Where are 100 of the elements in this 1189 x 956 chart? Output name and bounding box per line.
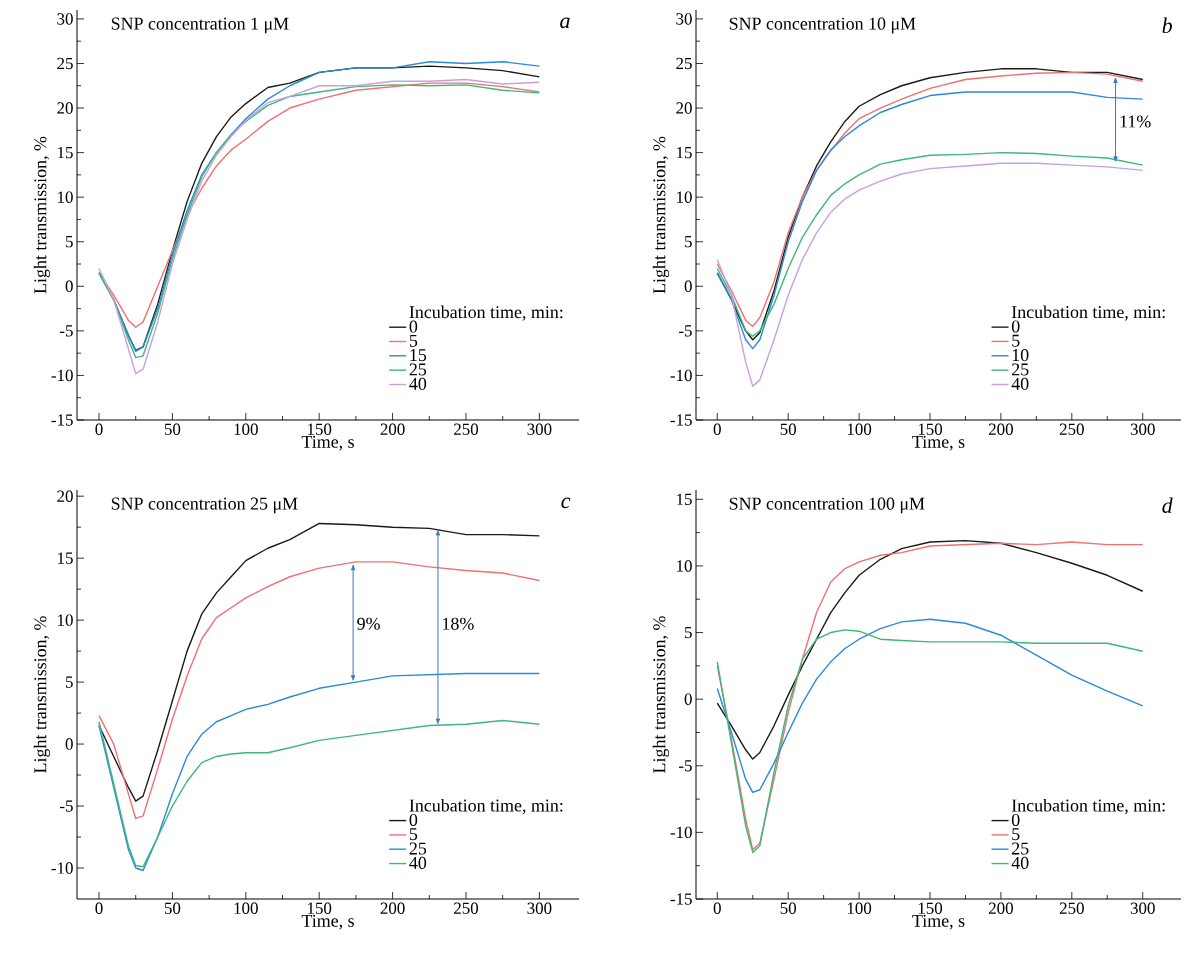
legend-label: 5	[1012, 828, 1020, 841]
x-axis-title: Time, s	[912, 435, 965, 451]
y-tick-label: 25	[57, 57, 73, 70]
legend-label: 15	[410, 349, 427, 362]
chart-title: SNP concentration 1 μM	[111, 17, 289, 34]
x-tick-label: 250	[454, 902, 479, 914]
x-tick-label: 200	[380, 423, 405, 435]
y-axis-title: Light transmission, %	[652, 616, 670, 773]
legend-label: 0	[409, 813, 418, 826]
x-tick-label: 150	[307, 423, 332, 435]
x-tick-label: 300	[1130, 423, 1155, 435]
y-tick-label: 30	[676, 13, 692, 25]
x-tick-label: 150	[918, 902, 943, 914]
y-tick-label: 10	[58, 614, 73, 626]
legend-label: 5	[1012, 334, 1020, 347]
y-tick-label: -5	[679, 325, 692, 337]
y-tick-label: 30	[57, 13, 73, 25]
x-tick-label: 100	[234, 902, 258, 914]
annotation: a	[560, 17, 570, 29]
legend-label: 5	[409, 334, 418, 347]
legend-label: 25	[1012, 842, 1029, 855]
x-tick-label: 300	[527, 902, 552, 914]
legend-label: 0	[1011, 320, 1020, 333]
y-tick-label: -5	[679, 760, 692, 772]
y-tick-label: 5	[66, 676, 73, 688]
x-tick-label: 150	[307, 902, 332, 914]
y-tick-label: 20	[676, 102, 692, 114]
x-tick-label: 50	[780, 423, 797, 435]
y-tick-label: -15	[670, 414, 692, 426]
y-tick-label: 0	[684, 280, 692, 293]
legend-label: 40	[409, 377, 427, 390]
y-tick-label: 0	[684, 693, 692, 705]
y-tick-label: -10	[670, 369, 692, 382]
legend-label: 25	[409, 842, 427, 855]
y-tick-label: 20	[57, 490, 73, 502]
y-axis-title: Light transmission, %	[33, 616, 51, 773]
x-tick-label: 0	[95, 902, 103, 914]
x-tick-label: 0	[713, 902, 721, 914]
chart-title: SNP concentration 25 μM	[111, 497, 298, 514]
x-tick-label: 250	[1059, 423, 1084, 435]
x-tick-label: 200	[380, 902, 405, 914]
line-series	[716, 618, 1144, 794]
y-tick-label: 15	[677, 146, 692, 159]
y-tick-label: -15	[51, 414, 73, 426]
y-axis-title: Light transmission, %	[33, 136, 51, 294]
legend-label: 5	[409, 828, 418, 841]
annotation: c	[561, 497, 571, 509]
annotation: 18%	[443, 617, 474, 630]
y-tick-label: -15	[670, 893, 692, 905]
x-tick-label: 250	[454, 423, 479, 435]
chart-title: SNP concentration 100 μM	[729, 497, 925, 514]
y-tick-label: 10	[677, 191, 692, 203]
y-tick-label: 5	[685, 626, 692, 639]
legend-label: 0	[409, 320, 418, 333]
legend-title: Incubation time, min:	[409, 305, 563, 321]
y-tick-label: -10	[51, 369, 73, 382]
x-tick-label: 100	[847, 423, 872, 435]
x-tick-label: 0	[713, 423, 721, 435]
annotation: 11%	[1120, 115, 1151, 128]
legend-title: Incubation time, min:	[409, 798, 563, 815]
y-tick-label: 15	[677, 493, 692, 505]
y-tick-label: 0	[65, 738, 73, 750]
y-tick-label: 0	[65, 280, 73, 293]
y-tick-label: 20	[57, 102, 73, 114]
y-tick-label: 25	[676, 57, 692, 70]
y-tick-label: -10	[670, 826, 692, 839]
y-tick-label: -5	[60, 800, 73, 812]
x-tick-label: 100	[847, 902, 872, 914]
x-tick-label: 100	[234, 423, 258, 435]
y-tick-label: 15	[58, 146, 73, 159]
legend-title: Incubation time, min:	[1011, 798, 1165, 815]
y-tick-label: 5	[685, 236, 692, 248]
x-tick-label: 50	[164, 423, 181, 435]
x-axis-title: Time, s	[301, 914, 354, 930]
x-axis-title: Time, s	[301, 435, 354, 451]
x-axis-title: Time, s	[912, 914, 965, 930]
x-tick-label: 0	[95, 423, 103, 435]
y-tick-label: -5	[60, 325, 73, 337]
legend-label: 40	[1011, 856, 1029, 869]
legend-title: Incubation time, min:	[1011, 305, 1165, 321]
x-tick-label: 200	[988, 423, 1013, 435]
legend-label: 40	[409, 856, 427, 869]
annotation: d	[1162, 497, 1173, 514]
x-tick-label: 150	[918, 423, 943, 435]
y-tick-label: -10	[51, 862, 73, 874]
x-tick-label: 250	[1059, 902, 1084, 914]
legend-label: 0	[1011, 813, 1020, 826]
x-tick-label: 200	[988, 902, 1013, 914]
x-tick-label: 50	[780, 902, 797, 914]
annotation: b	[1162, 17, 1172, 34]
legend-label: 10	[1012, 349, 1029, 362]
y-axis-title: Light transmission, %	[652, 136, 670, 294]
x-tick-label: 300	[527, 423, 552, 435]
legend-label: 25	[409, 363, 427, 376]
y-tick-label: 15	[58, 552, 73, 564]
legend-label: 25	[1012, 363, 1029, 376]
line-series	[716, 539, 1144, 760]
annotation: 9%	[357, 617, 380, 630]
y-tick-label: 5	[66, 236, 73, 248]
x-tick-label: 300	[1130, 902, 1155, 914]
